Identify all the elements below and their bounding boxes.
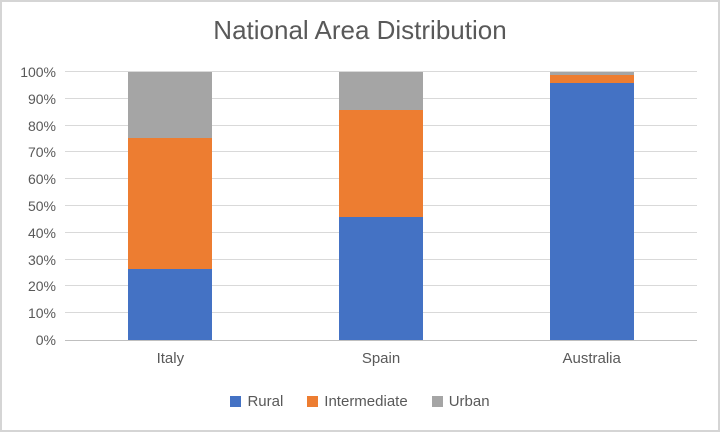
legend-item-intermediate: Intermediate	[307, 393, 408, 410]
gridline-100pct	[65, 71, 697, 72]
legend-item-rural: Rural	[230, 393, 283, 410]
y-axis-tick-label-50-: 50%	[27, 198, 56, 214]
legend-swatch-urban	[431, 396, 443, 407]
y-axis-tick-label-40-: 40%	[27, 224, 56, 241]
bar-segment-intermediate-italy	[128, 137, 213, 269]
bar-spain	[339, 72, 423, 340]
y-axis-tick-label-0-: 0%	[35, 332, 56, 348]
y-axis-tick-label-20-: 20%	[27, 278, 56, 295]
bar-segment-rural-australia	[549, 82, 634, 340]
legend-item-urban: Urban	[431, 393, 490, 410]
plot-area: 0% 10% 20% 30% 40% 50% 60% 70% 80% 90% 100% Italy Sp…	[20, 64, 697, 367]
x-axis-label-spain: Spain	[361, 350, 401, 367]
legend-label-urban: Urban	[448, 393, 490, 410]
y-axis-tick-label-80-: 80%	[27, 117, 56, 134]
y-axis-tick-label-90-: 90%	[27, 90, 56, 107]
x-axis-label-italy: Italy	[156, 350, 185, 367]
legend-swatch-intermediate	[307, 396, 319, 407]
y-axis-tick-label-60-: 60%	[27, 171, 56, 188]
bar-segment-rural-spain	[339, 216, 423, 340]
x-axis-label-australia: Australia	[562, 350, 621, 367]
legend-label-rural: Rural	[247, 393, 284, 410]
bar-segment-intermediate-australia	[549, 74, 634, 83]
bar-segment-intermediate-spain	[339, 109, 423, 217]
y-axis-tick-label-10-: 10%	[27, 305, 56, 322]
y-axis-tick-label-100-: 100%	[20, 64, 56, 80]
bar-segment-urban-spain	[339, 72, 423, 110]
bar-australia	[549, 72, 634, 340]
legend: Rural Intermediate Urban	[2, 393, 718, 410]
legend-swatch-rural	[230, 396, 242, 407]
bar-segment-rural-italy	[128, 268, 213, 340]
chart-title: National Area Distribution	[213, 15, 507, 45]
bar-segment-urban-australia	[549, 72, 634, 75]
bar-italy	[128, 72, 213, 340]
legend-label-intermediate: Intermediate	[324, 393, 408, 410]
y-axis-tick-label-70-: 70%	[27, 144, 56, 161]
y-axis-tick-label-30-: 30%	[27, 251, 56, 268]
bar-segment-urban-italy	[128, 72, 213, 138]
